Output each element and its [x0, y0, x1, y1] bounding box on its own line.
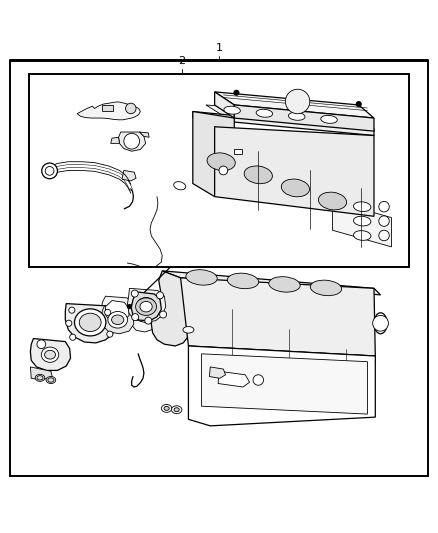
Ellipse shape — [35, 374, 45, 381]
Ellipse shape — [137, 297, 155, 312]
Polygon shape — [111, 138, 120, 143]
Ellipse shape — [112, 315, 124, 325]
Text: 2: 2 — [178, 55, 185, 66]
Circle shape — [37, 340, 46, 349]
Ellipse shape — [224, 106, 240, 114]
Polygon shape — [193, 111, 234, 197]
Ellipse shape — [136, 298, 156, 316]
Ellipse shape — [289, 112, 305, 120]
Circle shape — [107, 331, 113, 337]
Ellipse shape — [108, 311, 127, 328]
Bar — [29, 75, 409, 266]
Ellipse shape — [374, 313, 387, 334]
Polygon shape — [209, 367, 226, 378]
Polygon shape — [215, 92, 374, 118]
Circle shape — [42, 163, 57, 179]
Polygon shape — [234, 105, 374, 131]
Polygon shape — [131, 306, 156, 332]
Text: 1: 1 — [215, 43, 223, 53]
Ellipse shape — [140, 302, 152, 312]
Circle shape — [131, 290, 138, 297]
Polygon shape — [162, 271, 381, 295]
Ellipse shape — [174, 182, 186, 190]
Ellipse shape — [79, 313, 101, 332]
Polygon shape — [101, 306, 134, 334]
Circle shape — [356, 101, 361, 107]
Polygon shape — [122, 171, 136, 181]
Ellipse shape — [318, 192, 346, 210]
Polygon shape — [65, 304, 116, 343]
Circle shape — [132, 313, 139, 321]
Circle shape — [127, 304, 132, 309]
Ellipse shape — [269, 277, 300, 292]
Polygon shape — [215, 92, 234, 118]
Polygon shape — [151, 271, 193, 346]
Bar — [234, 149, 242, 154]
Ellipse shape — [45, 350, 56, 359]
Polygon shape — [77, 102, 141, 120]
Ellipse shape — [164, 407, 169, 410]
Ellipse shape — [174, 408, 179, 411]
Circle shape — [159, 311, 166, 318]
Circle shape — [45, 166, 54, 175]
Polygon shape — [201, 354, 367, 414]
Circle shape — [124, 133, 140, 149]
Ellipse shape — [310, 280, 342, 296]
Ellipse shape — [207, 153, 235, 171]
Ellipse shape — [46, 376, 56, 384]
Polygon shape — [30, 338, 71, 370]
Circle shape — [66, 320, 72, 326]
Ellipse shape — [186, 270, 217, 285]
Polygon shape — [131, 292, 161, 321]
Polygon shape — [218, 372, 250, 387]
Ellipse shape — [227, 273, 259, 289]
Circle shape — [69, 307, 75, 313]
Circle shape — [70, 334, 76, 340]
Circle shape — [156, 292, 163, 299]
Polygon shape — [332, 201, 392, 247]
Ellipse shape — [244, 166, 272, 184]
Circle shape — [373, 316, 389, 331]
Ellipse shape — [171, 406, 182, 414]
Polygon shape — [106, 301, 129, 322]
Circle shape — [286, 89, 310, 114]
Circle shape — [379, 216, 389, 227]
Ellipse shape — [74, 309, 106, 336]
Polygon shape — [30, 367, 52, 380]
Polygon shape — [188, 346, 375, 362]
Ellipse shape — [353, 216, 371, 226]
Circle shape — [234, 90, 239, 95]
Circle shape — [145, 317, 152, 324]
Polygon shape — [127, 288, 166, 322]
Ellipse shape — [48, 378, 54, 382]
Circle shape — [253, 375, 264, 385]
Circle shape — [219, 166, 228, 175]
Polygon shape — [180, 278, 375, 356]
Ellipse shape — [353, 202, 371, 212]
Ellipse shape — [353, 231, 371, 240]
Ellipse shape — [256, 109, 273, 117]
Circle shape — [379, 230, 389, 241]
Bar — [102, 104, 113, 111]
Polygon shape — [119, 132, 146, 151]
Polygon shape — [193, 111, 374, 135]
Ellipse shape — [37, 376, 43, 380]
Polygon shape — [215, 127, 374, 216]
Circle shape — [379, 201, 389, 212]
Ellipse shape — [41, 347, 59, 362]
Polygon shape — [206, 105, 374, 129]
Ellipse shape — [281, 179, 310, 197]
Circle shape — [105, 309, 111, 316]
Circle shape — [126, 103, 136, 114]
Polygon shape — [101, 296, 135, 327]
Ellipse shape — [321, 115, 337, 123]
Polygon shape — [188, 346, 375, 426]
Ellipse shape — [183, 327, 194, 333]
Ellipse shape — [161, 405, 172, 413]
Ellipse shape — [133, 294, 159, 316]
Polygon shape — [140, 132, 149, 138]
